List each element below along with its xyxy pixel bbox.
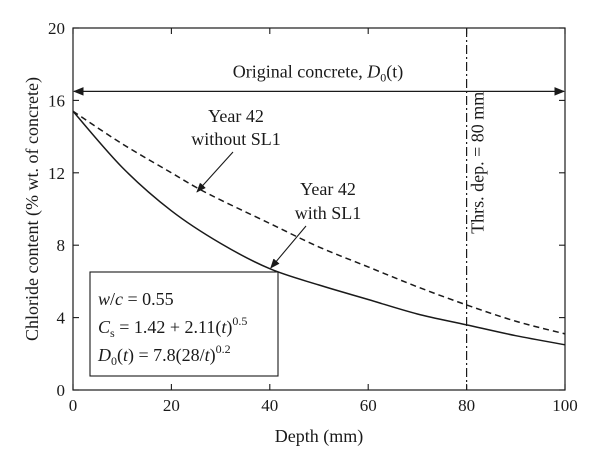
param-wc-w: w bbox=[98, 289, 110, 309]
param-d0-t: t bbox=[123, 345, 129, 365]
original-concrete-sub: 0 bbox=[380, 70, 386, 84]
y-axis-label: Chloride content (% wt. of concrete) bbox=[22, 77, 43, 341]
y-tick-label: 4 bbox=[57, 309, 66, 328]
x-axis-label: Depth (mm) bbox=[275, 426, 363, 447]
series-dashed-line bbox=[72, 110, 566, 335]
annotation-without-line1: Year 42 bbox=[208, 106, 264, 126]
series-solid-line bbox=[72, 110, 566, 346]
series-group bbox=[72, 110, 566, 346]
original-concrete-d: D bbox=[366, 61, 380, 81]
axis-ticks: 0 20 40 60 80 100 0 4 8 12 16 20 bbox=[48, 19, 578, 415]
x-tick-label: 0 bbox=[69, 396, 78, 415]
param-d0-exp: 0.2 bbox=[216, 342, 231, 356]
param-cs-rest: = 1.42 + 2.11( bbox=[115, 317, 222, 338]
param-d0-t2: t bbox=[205, 345, 211, 365]
y-tick-label: 0 bbox=[57, 381, 66, 400]
param-wc: w/c = 0.55 bbox=[98, 289, 174, 309]
param-d0: D0(t) = 7.8(28/t)0.2 bbox=[97, 342, 231, 368]
y-tick-label: 8 bbox=[57, 236, 66, 255]
annotation-without-arrow bbox=[196, 151, 234, 193]
x-tick-label: 80 bbox=[458, 396, 475, 415]
threshold-label: Thrs. dep. = 80 mm bbox=[468, 92, 488, 234]
original-concrete-arg: (t) bbox=[386, 61, 403, 82]
y-tick-label: 12 bbox=[48, 164, 65, 183]
annotation-without-line2: without SL1 bbox=[191, 129, 281, 149]
param-d0-sub: 0 bbox=[111, 354, 117, 368]
x-tick-label: 100 bbox=[552, 396, 578, 415]
param-cs: Cs = 1.42 + 2.11(t)0.5 bbox=[98, 314, 247, 340]
plot-frame bbox=[72, 27, 566, 391]
param-wc-c: c bbox=[115, 289, 123, 309]
param-cs-close: ) bbox=[226, 317, 232, 338]
param-d0-mid: ) = 7.8(28/ bbox=[128, 345, 205, 366]
param-wc-slash: / bbox=[110, 289, 115, 309]
original-concrete-text: Original concrete, bbox=[233, 61, 367, 81]
parameter-box bbox=[89, 271, 279, 377]
param-cs-sub: s bbox=[110, 326, 115, 340]
param-cs-exp: 0.5 bbox=[232, 314, 247, 328]
y-tick-label: 20 bbox=[48, 19, 65, 38]
x-tick-label: 20 bbox=[163, 396, 180, 415]
param-cs-c: C bbox=[98, 317, 111, 337]
annotation-with-line1: Year 42 bbox=[300, 179, 356, 199]
param-cs-t: t bbox=[221, 317, 227, 337]
x-tick-label: 40 bbox=[261, 396, 278, 415]
annotation-with-line2: with SL1 bbox=[295, 203, 362, 223]
original-concrete-label: Original concrete, D0(t) bbox=[233, 61, 403, 84]
x-tick-label: 60 bbox=[360, 396, 377, 415]
param-d0-close: ) bbox=[210, 345, 216, 366]
annotation-with-arrow bbox=[270, 225, 307, 269]
param-wc-rest: = 0.55 bbox=[123, 289, 174, 309]
param-d0-open: ( bbox=[117, 345, 123, 366]
param-d0-d: D bbox=[97, 345, 111, 365]
y-tick-label: 16 bbox=[48, 91, 65, 110]
